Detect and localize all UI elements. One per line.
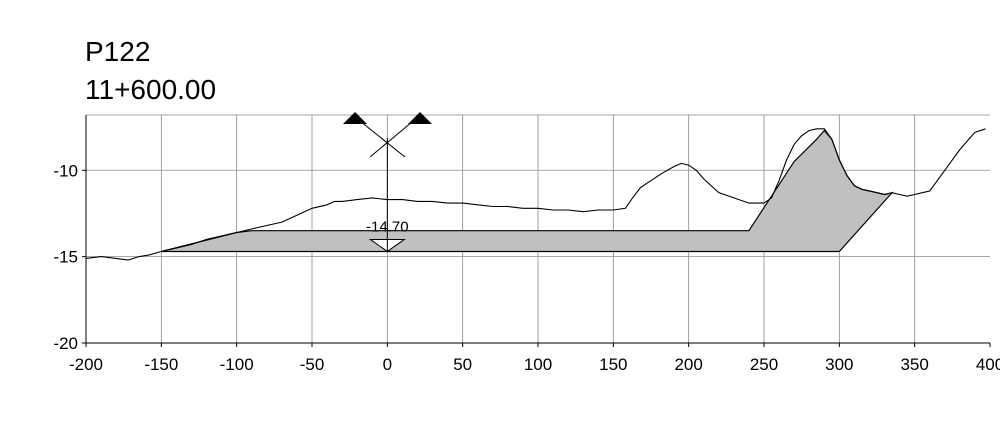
left-flag-icon bbox=[343, 112, 367, 124]
x-tick-label: 300 bbox=[825, 355, 853, 374]
plot-frame bbox=[82, 114, 991, 347]
x-tick-labels: -200 -150 -100 -50 0 50 100 150 200 250 300 350 400 bbox=[69, 355, 1000, 374]
x-tick-label: 100 bbox=[524, 355, 552, 374]
y-tick-label: -15 bbox=[53, 248, 78, 267]
grid bbox=[86, 115, 990, 343]
terrain-polyline bbox=[85, 128, 986, 261]
right-flag-icon bbox=[408, 112, 432, 124]
x-tick-label: -200 bbox=[69, 355, 103, 374]
x-tick-label: 250 bbox=[750, 355, 778, 374]
y-tick-label: -10 bbox=[53, 161, 78, 180]
fill-polygon bbox=[161, 129, 894, 253]
y-tick-labels: -20 -15 -10 bbox=[53, 161, 78, 353]
x-tick-label: 50 bbox=[453, 355, 472, 374]
x-tick-label: 400 bbox=[976, 355, 1000, 374]
profile-title: P122 bbox=[85, 36, 151, 67]
x-tick-label: -100 bbox=[220, 355, 254, 374]
x-tick-label: -50 bbox=[300, 355, 325, 374]
y-tick-label: -20 bbox=[53, 334, 78, 353]
fill-area bbox=[161, 129, 894, 253]
profile-station: 11+600.00 bbox=[85, 74, 217, 105]
annotations: -14.70 bbox=[343, 112, 432, 253]
x-tick-label: 200 bbox=[674, 355, 702, 374]
x-tick-label: 350 bbox=[900, 355, 928, 374]
terrain-line bbox=[85, 128, 986, 261]
x-tick-label: 150 bbox=[599, 355, 627, 374]
x-tick-label: 0 bbox=[383, 355, 392, 374]
x-tick-label: -150 bbox=[144, 355, 178, 374]
